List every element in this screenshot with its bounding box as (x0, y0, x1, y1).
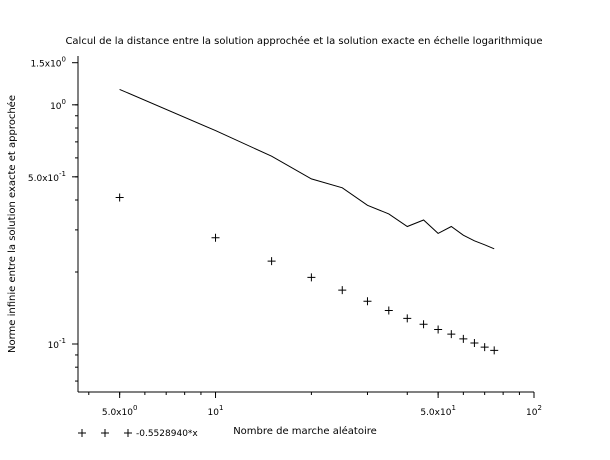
y-tick-label-base: 10 (48, 341, 60, 351)
x-tick-label-base: 5.0x10 (102, 408, 133, 418)
y-tick-label-exp: 0 (62, 56, 66, 64)
legend: -0.5528940*x (78, 429, 198, 439)
x-tick-label-exp: 0 (133, 404, 137, 412)
series-markers (115, 193, 499, 355)
data-point-marker (480, 343, 489, 352)
x-tick-label-exp: 2 (537, 404, 541, 412)
data-point-marker (403, 314, 412, 323)
x-tick-label-base: 10 (208, 408, 220, 418)
series-line-distance (119, 88, 495, 250)
legend-marker (101, 429, 109, 437)
legend-label: -0.5528940*x (136, 429, 198, 439)
x-tick-label: 102 (526, 404, 542, 418)
y-tick-label-base: 10 (50, 102, 62, 112)
y-tick-label: 100 (50, 98, 66, 112)
y-tick-label: 1.5x100 (30, 56, 66, 70)
data-point-marker (419, 320, 428, 329)
data-point-marker (490, 346, 499, 355)
data-point-marker (338, 286, 347, 295)
chart-title: Calcul de la distance entre la solution … (65, 35, 542, 47)
data-point-marker (307, 273, 316, 282)
y-tick-label-exp: 0 (62, 98, 66, 106)
data-point-marker (470, 338, 479, 347)
x-axis-label: Nombre de marche aléatoire (233, 425, 377, 437)
y-tick-label-base: 5.0x10 (28, 174, 59, 184)
data-point-marker (459, 334, 468, 343)
axes (77, 56, 534, 393)
data-point-marker (434, 325, 443, 334)
x-tick-label-exp: 1 (451, 404, 455, 412)
data-point-marker (363, 297, 372, 306)
ticks (72, 62, 535, 398)
y-tick-label-exp: -1 (59, 337, 66, 345)
data-point-marker (447, 330, 456, 339)
y-tick-label-base: 1.5x10 (30, 60, 61, 70)
legend-markers (78, 429, 132, 437)
x-tick-label-base: 10 (526, 408, 538, 418)
data-point-marker (384, 306, 393, 315)
data-point-marker (115, 193, 124, 202)
y-tick-label-exp: -1 (59, 170, 66, 178)
data-point-marker (211, 233, 220, 242)
legend-marker (78, 429, 86, 437)
x-tick-label: 5.0x100 (102, 404, 138, 418)
x-tick-label: 5.0x101 (420, 404, 456, 418)
x-tick-label-exp: 1 (219, 404, 223, 412)
data-point-marker (267, 257, 276, 266)
y-axis-label: Norme infinie entre la solution exacte e… (6, 95, 18, 353)
y-tick-label: 10-1 (48, 337, 66, 351)
y-tick-label: 5.0x10-1 (28, 170, 66, 184)
x-tick-label: 101 (208, 404, 224, 418)
legend-marker (124, 429, 132, 437)
tick-labels: 5.0x100 101 5.0x101 10210-15.0x10-11001.5x1… (28, 56, 542, 418)
x-tick-label-base: 5.0x10 (420, 408, 451, 418)
